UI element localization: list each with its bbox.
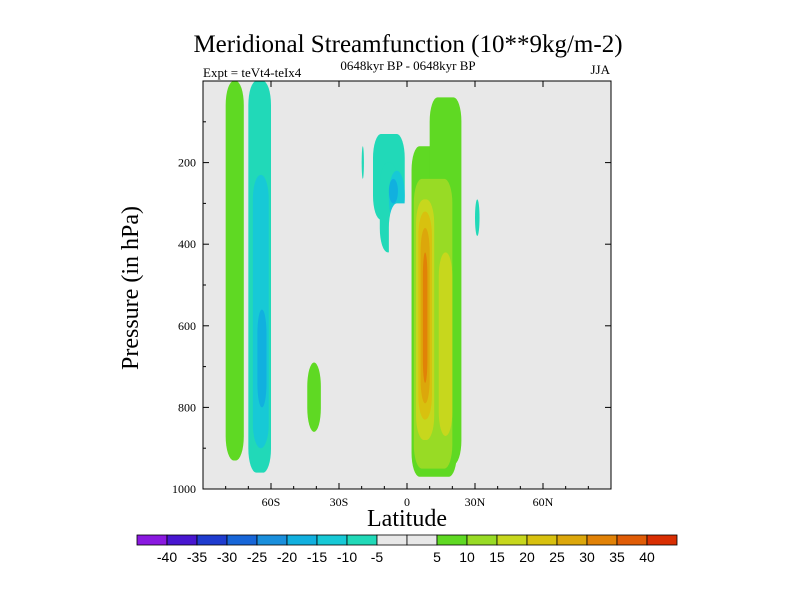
contour-region-3 — [257, 309, 267, 408]
colorbar-box-12 — [496, 534, 528, 546]
colorbar-box-15 — [586, 534, 618, 546]
colorbar-box-8 — [376, 534, 408, 546]
experiment-label: Expt = teVt4-teIx4 — [203, 65, 302, 80]
colorbar-label-9: 10 — [459, 549, 475, 565]
colorbar-label-7: -5 — [371, 549, 384, 565]
contour-region-15 — [438, 252, 453, 436]
colorbar-box-3 — [226, 534, 258, 546]
colorbar-label-15: 40 — [639, 549, 655, 565]
contour-fill-layer — [225, 81, 480, 477]
chart-title: Meridional Streamfunction (10**9kg/m-2) — [193, 31, 622, 58]
colorbar-box-0 — [136, 534, 168, 546]
y-axis-label: Pressure (in hPa) — [118, 206, 144, 370]
colorbar-label-5: -15 — [307, 549, 327, 565]
colorbar-label-10: 15 — [489, 549, 505, 565]
colorbar-label-6: -10 — [337, 549, 357, 565]
colorbar-box-11 — [466, 534, 498, 546]
contour-region-0 — [225, 81, 244, 461]
colorbar-box-4 — [256, 534, 288, 546]
x-tick-label-3: 30N — [465, 495, 486, 509]
contour-region-5 — [361, 146, 364, 179]
colorbar-box-17 — [646, 534, 678, 546]
colorbar: -40 -35 -30 -25 -20 -15 -10 -5 5 10 15 20 25 30 35 40 — [136, 534, 678, 565]
colorbar-box-1 — [166, 534, 198, 546]
colorbar-label-0: -40 — [157, 549, 177, 565]
season-label: JJA — [590, 62, 610, 77]
colorbar-box-10 — [436, 534, 468, 546]
colorbar-label-4: -20 — [277, 549, 297, 565]
x-tick-label-1: 30S — [330, 495, 349, 509]
contour-region-18 — [422, 252, 428, 383]
y-tick-label-2: 600 — [178, 319, 196, 333]
colorbar-label-12: 25 — [549, 549, 565, 565]
contour-region-10 — [388, 203, 414, 473]
colorbar-label-8: 5 — [433, 549, 441, 565]
contour-region-4 — [307, 362, 321, 432]
colorbar-box-16 — [616, 534, 648, 546]
colorbar-box-2 — [196, 534, 228, 546]
colorbar-box-9 — [406, 534, 438, 546]
y-axis: 200 400 600 800 1000 — [172, 121, 611, 496]
x-tick-label-4: 60N — [533, 495, 554, 509]
colorbar-box-13 — [526, 534, 558, 546]
y-tick-label-3: 800 — [178, 400, 196, 414]
colorbar-box-14 — [556, 534, 588, 546]
colorbar-label-13: 30 — [579, 549, 595, 565]
colorbar-box-5 — [286, 534, 318, 546]
y-tick-label-1: 400 — [178, 237, 196, 251]
colorbar-label-1: -35 — [187, 549, 207, 565]
colorbar-label-3: -25 — [247, 549, 267, 565]
colorbar-box-7 — [346, 534, 378, 546]
colorbar-label-11: 20 — [519, 549, 535, 565]
colorbar-label-2: -30 — [217, 549, 237, 565]
y-tick-label-4: 1000 — [172, 482, 196, 496]
contour-region-19 — [475, 199, 480, 237]
x-tick-label-0: 60S — [262, 495, 281, 509]
x-tick-label-2: 0 — [404, 495, 410, 509]
period-label: 0648kyr BP - 0648kyr BP — [340, 58, 475, 73]
colorbar-label-14: 35 — [609, 549, 625, 565]
x-axis: 60S 30S 0 30N 60N — [225, 81, 589, 509]
contour-region-9 — [388, 178, 398, 204]
x-axis-label: Latitude — [367, 506, 447, 532]
colorbar-box-6 — [316, 534, 348, 546]
y-tick-label-0: 200 — [178, 156, 196, 170]
